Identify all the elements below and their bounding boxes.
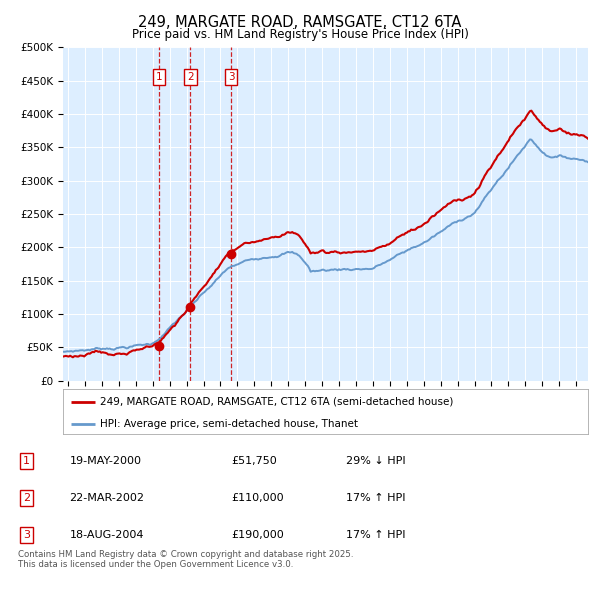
- Text: 1: 1: [156, 72, 163, 82]
- Text: 2: 2: [187, 72, 194, 82]
- Text: 2: 2: [23, 493, 30, 503]
- Text: 18-AUG-2004: 18-AUG-2004: [70, 530, 144, 540]
- Text: HPI: Average price, semi-detached house, Thanet: HPI: Average price, semi-detached house,…: [100, 419, 358, 429]
- Text: £110,000: £110,000: [231, 493, 284, 503]
- Text: Price paid vs. HM Land Registry's House Price Index (HPI): Price paid vs. HM Land Registry's House …: [131, 28, 469, 41]
- Text: 29% ↓ HPI: 29% ↓ HPI: [346, 455, 406, 466]
- Text: 1: 1: [23, 455, 30, 466]
- Text: 17% ↑ HPI: 17% ↑ HPI: [346, 530, 406, 540]
- Text: 3: 3: [23, 530, 30, 540]
- Text: £51,750: £51,750: [231, 455, 277, 466]
- Text: 22-MAR-2002: 22-MAR-2002: [70, 493, 145, 503]
- Text: 17% ↑ HPI: 17% ↑ HPI: [346, 493, 406, 503]
- Text: 19-MAY-2000: 19-MAY-2000: [70, 455, 142, 466]
- Text: £190,000: £190,000: [231, 530, 284, 540]
- Text: 249, MARGATE ROAD, RAMSGATE, CT12 6TA (semi-detached house): 249, MARGATE ROAD, RAMSGATE, CT12 6TA (s…: [100, 397, 453, 407]
- Text: 3: 3: [228, 72, 235, 82]
- Text: Contains HM Land Registry data © Crown copyright and database right 2025.
This d: Contains HM Land Registry data © Crown c…: [18, 550, 353, 569]
- Text: 249, MARGATE ROAD, RAMSGATE, CT12 6TA: 249, MARGATE ROAD, RAMSGATE, CT12 6TA: [139, 15, 461, 30]
